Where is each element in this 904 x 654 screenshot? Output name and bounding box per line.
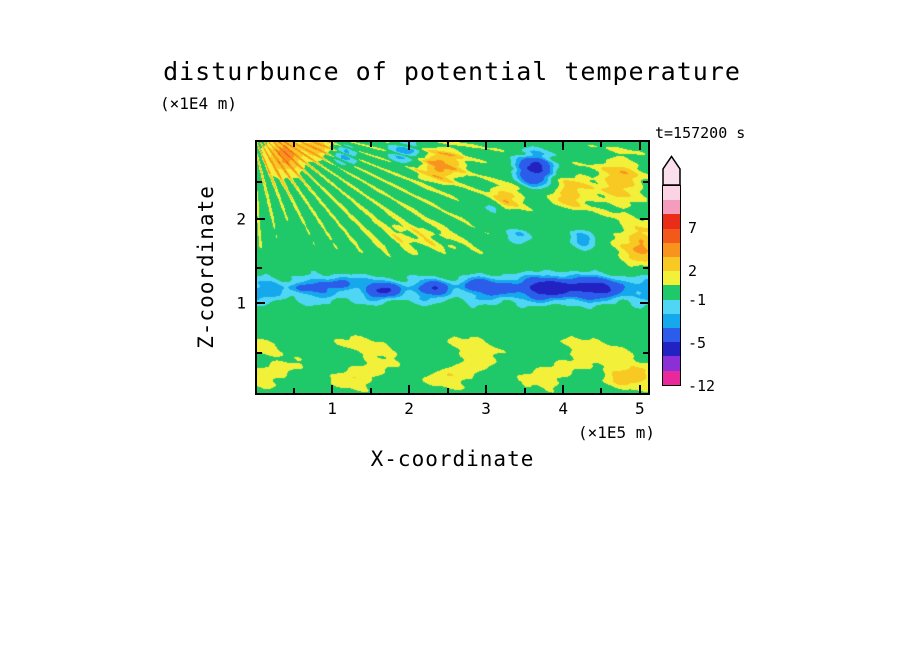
time-label: t=157200 s xyxy=(655,124,746,142)
x-axis-title: X-coordinate xyxy=(370,447,535,471)
y-minor-tick xyxy=(643,266,648,269)
colorbar-segment xyxy=(663,242,680,258)
y-minor-tick xyxy=(643,181,648,184)
colorbar-segment xyxy=(663,299,680,314)
y-minor-tick xyxy=(257,266,262,269)
colorbar-segment xyxy=(663,214,680,229)
y-minor-tick xyxy=(257,181,262,184)
x-tick-label: 2 xyxy=(404,399,414,418)
y-major-tick xyxy=(257,301,265,304)
x-minor-tick xyxy=(446,142,449,147)
x-minor-tick xyxy=(293,388,296,393)
x-major-tick xyxy=(485,385,488,393)
y-axis-unit-label: (×1E4 m) xyxy=(160,94,238,113)
colorbar-segment xyxy=(663,328,680,343)
y-minor-tick xyxy=(257,351,262,354)
colorbar-segment xyxy=(663,200,680,215)
x-major-tick xyxy=(562,142,565,150)
x-tick-label: 4 xyxy=(558,399,568,418)
x-minor-tick xyxy=(370,142,373,147)
x-major-tick xyxy=(562,385,565,393)
colorbar-segment xyxy=(663,313,680,329)
x-major-tick xyxy=(331,385,334,393)
y-major-tick xyxy=(640,217,648,220)
y-major-tick xyxy=(257,217,265,220)
x-minor-tick xyxy=(446,388,449,393)
colorbar-arrow-icon xyxy=(662,155,681,186)
x-major-tick xyxy=(638,385,641,393)
x-tick-label: 5 xyxy=(634,399,645,418)
y-axis-title: Z-coordinate xyxy=(194,185,218,349)
x-tick-label: 1 xyxy=(327,399,337,418)
x-minor-tick xyxy=(370,388,373,393)
x-major-tick xyxy=(638,142,641,150)
x-major-tick xyxy=(331,142,334,150)
colorbar-tick-labels: 7 2 -1 -5 -12 xyxy=(688,185,733,395)
x-tick-labels: 1 2 3 4 5 xyxy=(257,399,648,419)
colorbar-segment xyxy=(663,356,680,371)
colorbar-segment xyxy=(663,257,680,272)
x-tick-label: 3 xyxy=(481,399,491,418)
colorbar-tick-label: 7 xyxy=(688,219,698,238)
colorbar-segment xyxy=(663,285,680,300)
x-minor-tick xyxy=(293,142,296,147)
colorbar-segment xyxy=(663,228,680,243)
x-major-tick xyxy=(408,142,411,150)
contour-canvas xyxy=(257,142,648,393)
x-axis-unit-label: (×1E5 m) xyxy=(577,423,655,442)
colorbar-segment xyxy=(663,271,680,286)
y-major-tick xyxy=(640,301,648,304)
colorbar xyxy=(662,185,681,386)
colorbar-tick-label: -12 xyxy=(688,377,716,395)
x-minor-tick xyxy=(523,388,526,393)
y-tick-label: 1 xyxy=(236,293,246,313)
x-major-tick xyxy=(485,142,488,150)
chart-title: disturbunce of potential temperature xyxy=(163,57,741,86)
colorbar-segment xyxy=(663,342,680,357)
y-tick-label: 2 xyxy=(236,209,246,229)
colorbar-segment xyxy=(663,370,680,385)
x-minor-tick xyxy=(600,142,603,147)
plot-area xyxy=(255,140,650,395)
colorbar-tick-label: 2 xyxy=(688,262,698,281)
x-minor-tick xyxy=(523,142,526,147)
x-major-tick xyxy=(408,385,411,393)
colorbar-tick-label: -1 xyxy=(688,290,707,309)
colorbar-tick-label: -5 xyxy=(688,333,707,352)
y-minor-tick xyxy=(643,351,648,354)
x-minor-tick xyxy=(600,388,603,393)
colorbar-segment xyxy=(663,186,680,201)
